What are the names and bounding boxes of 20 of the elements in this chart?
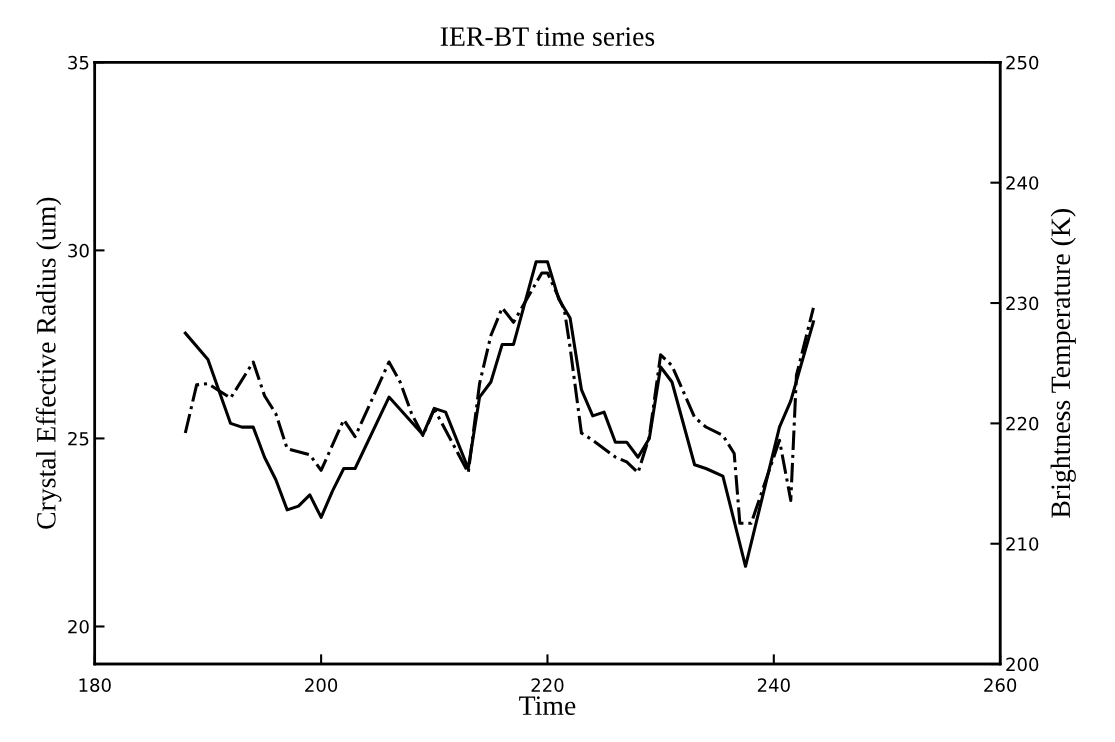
- x-tick-label: 260: [984, 678, 1017, 692]
- y-tick-label: 35: [68, 55, 89, 70]
- x-tick-label: 220: [531, 678, 564, 692]
- y2-tick-label: 250: [1006, 55, 1039, 70]
- y-tick-label: 30: [68, 243, 89, 258]
- y2-tick-label: 200: [1006, 657, 1039, 672]
- y-axis-title: Crystal Effective Radius (um): [35, 197, 62, 529]
- y-tick-label: 25: [68, 431, 89, 446]
- x-tick-label: 240: [757, 678, 790, 692]
- x-tick-label: 200: [305, 678, 338, 692]
- y2-tick-label: 210: [1006, 537, 1039, 551]
- y-tick-label: 20: [68, 619, 89, 634]
- line-series: [183, 260, 815, 568]
- y2-axis-title: Brightness Temperature (K): [1050, 209, 1076, 518]
- x-tick-label: 180: [79, 678, 111, 692]
- y2-tick-label: 220: [1006, 416, 1039, 431]
- chart-title: IER-BT time series: [440, 27, 655, 46]
- y2-tick-label: 240: [1006, 176, 1039, 190]
- y2-tick-label: 230: [1006, 296, 1039, 311]
- x-axis-title: Time: [519, 696, 576, 715]
